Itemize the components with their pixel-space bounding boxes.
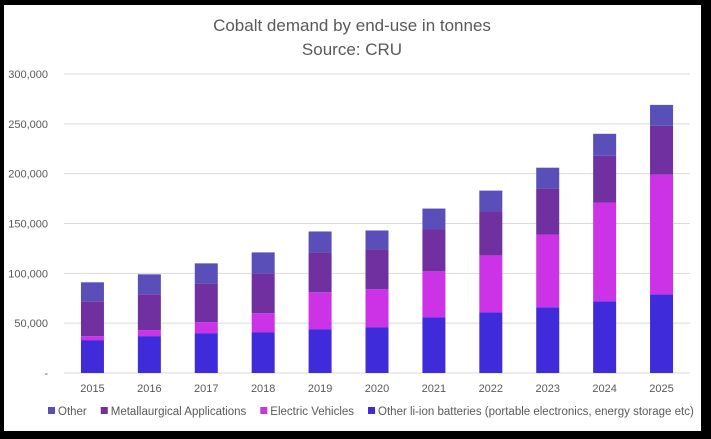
bar-segment <box>137 336 161 373</box>
bar-segment <box>536 234 560 308</box>
bar-segment <box>365 289 389 328</box>
y-tick-label: 300,000 <box>8 69 48 81</box>
bar-segment <box>365 230 389 250</box>
bar-segment <box>80 340 104 373</box>
bar-segment <box>80 336 104 341</box>
bar-segment <box>593 155 617 203</box>
bar-segment <box>365 327 389 373</box>
x-tick-label: 2016 <box>137 383 161 395</box>
bar-segment <box>479 312 503 373</box>
bar-segment <box>251 252 275 274</box>
bar-segment <box>308 292 332 330</box>
y-tick-label: 100,000 <box>8 268 48 280</box>
y-axis-ticks: - 50,000 100,000 150,000 200,000 250,000 300,0… <box>8 69 48 380</box>
bar-segment <box>137 274 161 295</box>
legend-swatch <box>48 407 55 414</box>
y-tick-label: 50,000 <box>14 318 48 330</box>
bar-segment <box>536 188 560 235</box>
legend-item: Electric Vehicles <box>260 406 354 418</box>
bar-segment <box>194 322 218 334</box>
y-tick-label: 250,000 <box>8 119 48 131</box>
bar-segment <box>479 190 503 212</box>
bar-segment <box>194 263 218 284</box>
bar-segment <box>194 283 218 323</box>
bar-segment <box>308 231 332 253</box>
x-tick-label: 2023 <box>535 383 559 395</box>
x-tick-label: 2019 <box>308 383 332 395</box>
legend-swatch <box>100 407 108 414</box>
chart-panel: Cobalt demand by end-use in tonnes Sourc… <box>4 5 701 431</box>
y-tick-label: - <box>44 368 48 380</box>
legend-item: Other li-ion batteries (portable electro… <box>368 406 694 418</box>
bar-segment <box>137 294 161 331</box>
bar-segment <box>593 301 617 373</box>
x-tick-label: 2017 <box>194 383 218 395</box>
bar-segment <box>650 125 674 175</box>
bar-segment <box>593 202 617 302</box>
bar-segment <box>137 330 161 337</box>
legend-item: Metallaurgical Applications <box>100 406 247 418</box>
x-tick-label: 2018 <box>251 383 275 395</box>
bar-segment <box>422 317 446 373</box>
x-tick-label: 2025 <box>649 383 673 395</box>
y-tick-label: 150,000 <box>8 219 48 231</box>
bar-segment <box>80 282 104 302</box>
legend-label: Electric Vehicles <box>270 406 354 418</box>
legend-item: Other <box>48 406 87 418</box>
bar-segment <box>308 329 332 373</box>
legend-swatch <box>368 407 376 414</box>
bar-segment <box>536 167 560 189</box>
x-axis-ticks: 2015 2016 2017 2018 2019 2020 2021 2022 2023 2024… <box>80 383 674 395</box>
x-tick-label: 2022 <box>479 383 503 395</box>
y-tick-label: 200,000 <box>8 169 48 181</box>
bar-segment <box>365 249 389 290</box>
bar-segment <box>650 294 674 373</box>
bar-segment <box>536 307 560 373</box>
legend-label: Other <box>58 406 87 418</box>
bar-segment <box>251 313 275 333</box>
legend-label: Metallaurgical Applications <box>111 406 247 418</box>
x-tick-label: 2021 <box>422 383 446 395</box>
bar-segment <box>194 333 218 373</box>
bar-segment <box>479 255 503 313</box>
legend-label: Other li-ion batteries (portable electro… <box>378 406 694 418</box>
bar-segment <box>80 301 104 337</box>
bar-segment <box>422 271 446 318</box>
bar-segment <box>479 211 503 256</box>
bar-segment <box>251 273 275 314</box>
bars <box>80 104 674 373</box>
x-tick-label: 2020 <box>365 383 389 395</box>
bar-segment <box>308 252 332 293</box>
x-tick-label: 2015 <box>80 383 104 395</box>
x-tick-label: 2024 <box>592 383 616 395</box>
chart-subtitle: Source: CRU <box>302 40 402 59</box>
legend-swatch <box>260 407 268 414</box>
chart-title: Cobalt demand by end-use in tonnes <box>213 16 491 35</box>
bar-segment <box>422 229 446 272</box>
bar-segment <box>593 133 617 156</box>
legend: Other Metallaurgical Applications Electric… <box>48 406 694 418</box>
bar-segment <box>251 332 275 373</box>
stacked-bar-chart: Cobalt demand by end-use in tonnes Sourc… <box>8 16 694 418</box>
bar-segment <box>422 208 446 230</box>
bar-segment <box>650 104 674 126</box>
bar-segment <box>650 174 674 295</box>
